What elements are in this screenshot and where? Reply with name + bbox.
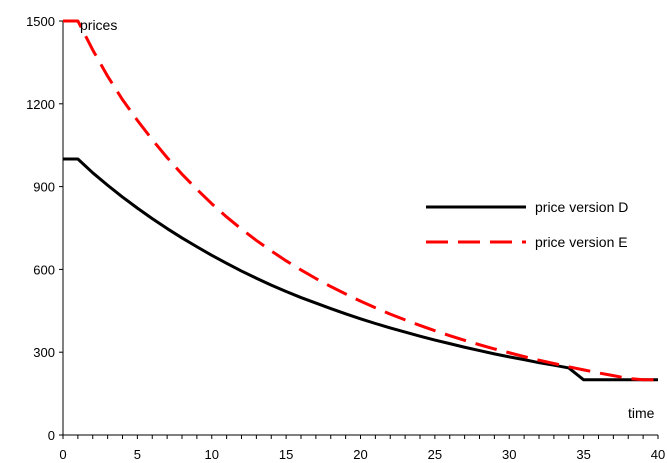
legend-label-price-version-e: price version E	[535, 234, 628, 250]
x-tick-label: 0	[59, 447, 66, 462]
chart-series	[63, 19, 658, 382]
x-tick-label: 30	[502, 447, 516, 462]
x-tick-label: 5	[134, 447, 141, 462]
y-tick-label: 900	[33, 180, 55, 195]
series-line-price-version-e	[63, 19, 658, 382]
y-tick-label: 0	[48, 428, 55, 443]
y-axis-title: prices	[80, 17, 117, 33]
y-tick-label: 1500	[26, 14, 55, 29]
y-tick-label: 300	[33, 345, 55, 360]
x-tick-label: 20	[353, 447, 367, 462]
x-axis-title: time	[628, 405, 655, 421]
x-tick-label: 10	[205, 447, 219, 462]
x-tick-label: 25	[428, 447, 442, 462]
y-tick-label: 1200	[26, 97, 55, 112]
chart-axes	[62, 21, 658, 436]
x-tick-label: 35	[576, 447, 590, 462]
x-tick-label: 15	[279, 447, 293, 462]
x-tick-label: 40	[651, 447, 665, 462]
legend: price version D price version E	[426, 199, 628, 250]
y-tick-label: 600	[33, 262, 55, 277]
legend-label-price-version-d: price version D	[535, 199, 628, 215]
series-line-price-version-d	[63, 157, 658, 382]
chart-ticks: 0 300 600 900 1200 1500 0 5 10 15 20 25 30 35 40	[26, 14, 665, 462]
